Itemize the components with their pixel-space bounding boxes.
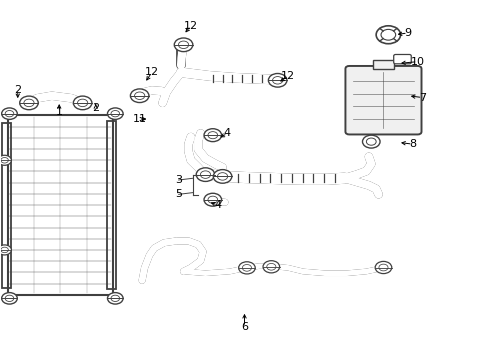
Circle shape [238,262,255,274]
Circle shape [0,245,11,255]
Text: 10: 10 [410,57,424,67]
Circle shape [130,89,149,103]
Circle shape [263,261,279,273]
Circle shape [1,293,17,304]
Circle shape [196,168,214,181]
Text: 4: 4 [224,129,230,138]
FancyBboxPatch shape [393,54,410,64]
Text: 3: 3 [175,175,182,185]
Text: 1: 1 [56,107,62,117]
Circle shape [1,108,17,120]
Text: 8: 8 [408,139,415,149]
FancyBboxPatch shape [345,66,421,134]
Text: 5: 5 [175,189,182,199]
Text: 12: 12 [281,71,295,81]
Bar [372,60,393,69]
Circle shape [73,96,92,110]
Circle shape [268,73,286,87]
Text: 4: 4 [214,200,221,210]
Text: 7: 7 [418,93,425,103]
Circle shape [20,96,38,110]
Text: 12: 12 [144,67,159,77]
Circle shape [203,129,221,141]
Text: 2: 2 [14,85,21,95]
Circle shape [107,293,123,304]
Text: 12: 12 [183,21,198,31]
Bar [2,123,11,288]
Bar [107,121,116,289]
Circle shape [213,170,231,183]
Circle shape [174,38,192,51]
Text: 2: 2 [92,103,99,113]
Text: 11: 11 [132,114,146,124]
Bar [8,116,113,295]
Circle shape [374,261,391,274]
Circle shape [362,135,379,148]
Circle shape [107,108,123,120]
Circle shape [375,26,400,44]
Circle shape [0,155,11,165]
Circle shape [203,193,221,206]
Text: 6: 6 [241,322,247,332]
Text: 9: 9 [404,28,410,38]
